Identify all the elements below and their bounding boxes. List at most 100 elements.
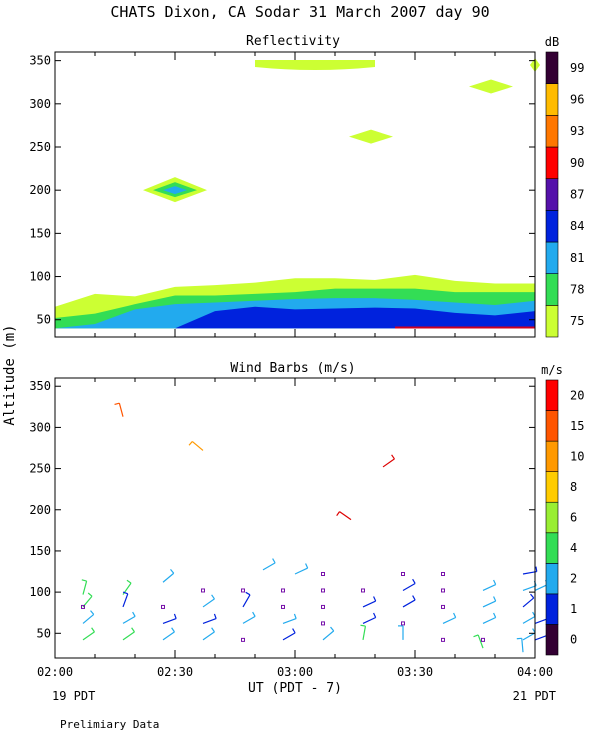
wind-barb-flag	[213, 613, 217, 619]
calm-point	[321, 604, 325, 609]
reflectivity-y-tick-label: 300	[29, 97, 51, 111]
calm-point	[481, 637, 485, 642]
wind-barb	[482, 579, 497, 592]
reflectivity-patch	[349, 129, 393, 144]
wind-barb	[82, 610, 95, 624]
reflectivity-colorbar-swatch	[545, 305, 559, 338]
wind-barb-shaft	[402, 599, 416, 608]
reflectivity-panel: Reflectivity 50 100 150 200 250 300 350 dB 75 78…	[29, 34, 584, 338]
wind-colorbar-label: 20	[570, 388, 584, 402]
reflectivity-colorbar-swatch	[545, 146, 559, 179]
wind-y-tick-label: 300	[29, 420, 51, 434]
wind-barb	[162, 613, 177, 624]
wind-barb	[202, 627, 215, 641]
wind-y-tick-label: 100	[29, 585, 51, 599]
wind-barb	[282, 613, 297, 624]
wind-barb-shaft	[202, 631, 215, 641]
wind-colorbar-swatch	[545, 379, 559, 411]
reflectivity-colorbar-swatch	[545, 83, 559, 116]
wind-barb	[162, 569, 175, 583]
wind-barb-shaft	[282, 632, 296, 641]
wind-colorbar-swatch	[545, 440, 559, 472]
wind-barb-flag	[293, 613, 297, 619]
reflectivity-colorbar-label: 78	[570, 283, 584, 297]
wind-barb	[522, 566, 538, 575]
reflectivity-colorbar-label: 93	[570, 124, 584, 138]
wind-x-tick-label: 02:30	[157, 665, 193, 679]
wind-barb-shaft	[362, 625, 367, 640]
wind-barb-shaft	[442, 616, 456, 624]
wind-barb	[336, 511, 352, 521]
wind-barb-flag	[245, 591, 251, 596]
calm-point	[201, 588, 205, 593]
wind-barb-flag	[81, 579, 87, 582]
wind-barb-flag	[373, 596, 377, 602]
wind-barb-flag	[412, 578, 416, 584]
wind-barb-flag	[170, 569, 175, 574]
wind-barb-shaft	[122, 615, 136, 624]
calm-point	[441, 572, 445, 576]
wind-colorbar-label: 6	[570, 511, 577, 525]
wind-barb-shaft	[482, 616, 496, 624]
wind-y-tick-label: 150	[29, 544, 51, 558]
wind-barb-shaft	[522, 615, 536, 624]
wind-barb-flag	[336, 511, 341, 517]
wind-barb-shaft	[477, 634, 484, 649]
wind-barb-flag	[391, 454, 395, 460]
wind-barb	[522, 580, 537, 592]
wind-barb-shaft	[82, 613, 95, 624]
wind-barb-shaft	[362, 600, 376, 608]
wind-barb	[322, 626, 335, 641]
wind-y-tick-label: 50	[37, 626, 51, 640]
reflectivity-colorbar-label: 81	[570, 251, 584, 265]
wind-barb	[82, 627, 95, 641]
wind-barb	[202, 613, 217, 624]
reflectivity-colorbar-label: 87	[570, 188, 584, 202]
wind-y-tick-label: 250	[29, 462, 51, 476]
wind-barb-flag	[90, 610, 95, 615]
wind-barb-shaft	[322, 630, 335, 641]
reflectivity-colorbar-swatch	[545, 51, 559, 84]
wind-barb	[114, 402, 124, 417]
wind-barb-flag	[360, 624, 366, 627]
wind-barb-flag	[493, 596, 497, 602]
calm-point	[361, 588, 365, 593]
reflectivity-y-tick-label: 150	[29, 226, 51, 240]
wind-barb-flag	[126, 579, 132, 584]
start-time-note: 19 PDT	[52, 689, 95, 703]
wind-colorbar-label: 1	[570, 602, 577, 616]
calm-point	[441, 604, 445, 609]
wind-barb-shaft	[242, 615, 256, 624]
wind-barb-flag	[373, 612, 377, 618]
wind-barb-flag	[453, 612, 457, 618]
wind-barb-flag	[493, 612, 497, 618]
preliminary-note: Prelimiary Data	[60, 718, 159, 731]
wind-barb	[362, 612, 377, 624]
wind-barb-flag	[535, 566, 538, 572]
wind-barb-shaft	[82, 631, 95, 641]
wind-barb-flag	[188, 441, 193, 446]
wind-barb-shaft	[482, 584, 496, 592]
wind-barb	[398, 625, 404, 640]
calm-point	[321, 588, 325, 593]
wind-barb-flag	[91, 627, 95, 633]
wind-barb	[122, 591, 129, 608]
wind-barb	[122, 627, 135, 641]
reflectivity-colorbar-swatch	[545, 241, 559, 274]
reflectivity-patches	[143, 57, 540, 203]
wind-barb-flag	[473, 634, 479, 638]
wind-barb	[81, 579, 88, 595]
calm-point	[241, 588, 245, 593]
wind-barb	[402, 595, 416, 608]
wind-barbs-panel: Wind Barbs (m/s) 5010015020025030035002:…	[29, 361, 584, 679]
reflectivity-title: Reflectivity	[246, 34, 340, 49]
wind-barb	[473, 634, 484, 649]
x-axis-label: UT (PDT - 7)	[248, 681, 342, 696]
wind-barb-flag	[252, 611, 256, 617]
wind-barb-shaft	[522, 632, 536, 641]
reflectivity-patch	[469, 79, 513, 94]
wind-barb	[188, 441, 204, 451]
wind-barb-shaft	[202, 618, 217, 624]
wind-barb	[362, 596, 377, 608]
